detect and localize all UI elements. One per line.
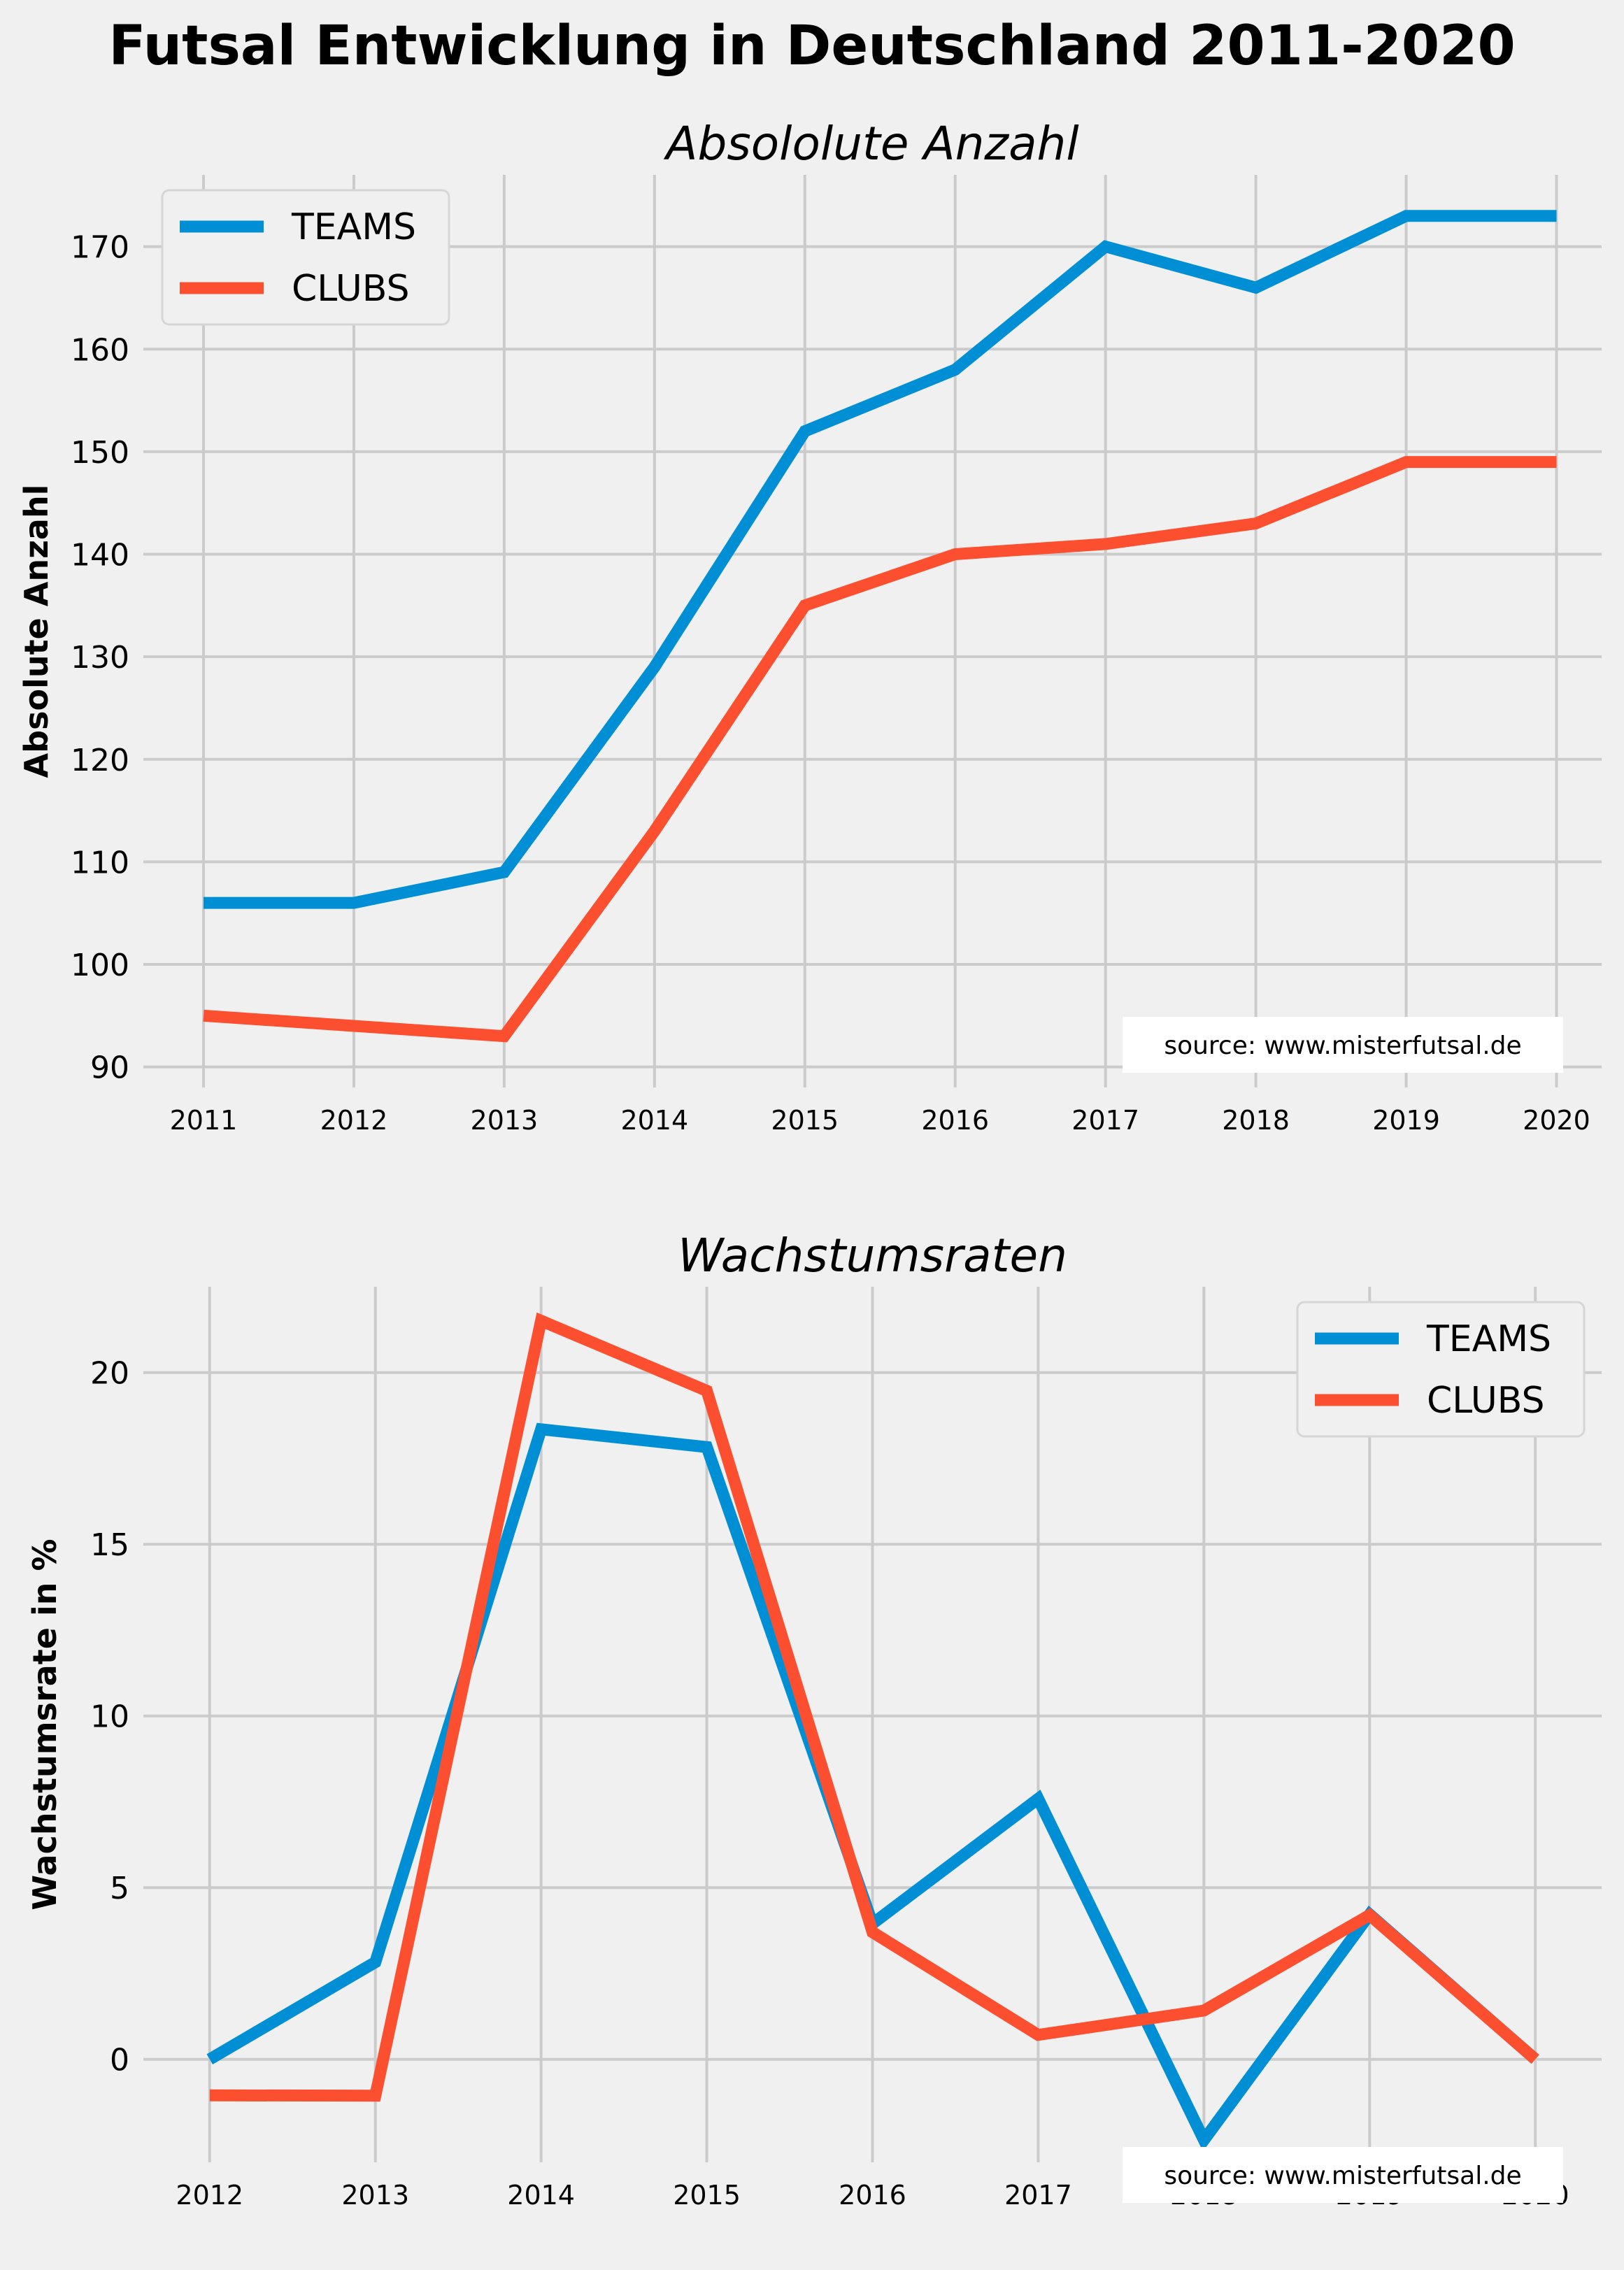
y-tick-label: 20: [90, 1356, 129, 1392]
figure-title: Futsal Entwicklung in Deutschland 2011-2…: [108, 15, 1515, 78]
y-tick-label: 90: [90, 1050, 129, 1086]
growth-rate-y-axis-label: Wachstumsrate in %: [26, 1539, 64, 1910]
x-tick-label: 2017: [1071, 1105, 1139, 1136]
source-note-box: [1123, 2147, 1563, 2203]
growth-rate-legend[interactable]: TEAMS CLUBS: [1296, 1301, 1586, 1438]
source-note-text: source: www.misterfutsal.de: [1164, 1032, 1521, 1060]
legend-label-clubs[interactable]: CLUBS: [292, 268, 410, 310]
legend-label-clubs[interactable]: CLUBS: [1427, 1380, 1545, 1422]
legend-label-teams[interactable]: TEAMS: [291, 206, 416, 248]
series-line-teams: [204, 210, 1557, 909]
x-tick-label: 2013: [471, 1105, 539, 1136]
absolute-count-y-axis-label: Absolute Anzahl: [17, 485, 55, 778]
x-tick-label: 2014: [507, 2180, 575, 2211]
y-tick-label: 100: [71, 948, 129, 983]
source-note-text: source: www.misterfutsal.de: [1164, 2162, 1521, 2190]
x-tick-label: 2015: [673, 2180, 741, 2211]
absolute-count-tick-labels: 2011 2012 2013 2014 2015 2016 2017 2018 2019 2020…: [71, 230, 1590, 1136]
x-tick-label: 2017: [1004, 2180, 1072, 2211]
y-tick-label: 120: [71, 743, 129, 778]
y-tick-label: 170: [71, 230, 129, 266]
x-tick-label: 2018: [1222, 1105, 1290, 1136]
x-tick-label: 2019: [1372, 1105, 1440, 1136]
growth-rate-title: Wachstumsraten: [678, 1229, 1067, 1283]
y-tick-label: 15: [90, 1527, 129, 1563]
x-tick-label: 2020: [1523, 1105, 1590, 1136]
x-tick-label: 2015: [771, 1105, 839, 1136]
absolute-count-series-lines: [203, 210, 1557, 1043]
x-tick-label: 2011: [170, 1105, 238, 1136]
x-tick-label: 2013: [341, 2180, 409, 2211]
y-tick-label: 10: [90, 1699, 129, 1735]
y-tick-label: 5: [110, 1871, 129, 1906]
x-tick-label: 2014: [620, 1105, 688, 1136]
y-tick-label: 150: [71, 435, 129, 471]
absolute-count-title: Absololute Anzahl: [663, 117, 1079, 171]
growth-rate-chart: 2012201320142015201620172018201920200510…: [26, 1229, 1602, 2211]
legend-label-teams[interactable]: TEAMS: [1426, 1318, 1551, 1360]
absolute-count-chart: 2011 2012 2013 2014 2015 2016 2017 2018 2019 2020…: [17, 117, 1602, 1136]
y-tick-label: 160: [71, 332, 129, 368]
source-note-box: [1123, 1017, 1563, 1073]
series-line-clubs: [203, 456, 1557, 1043]
y-tick-label: 130: [71, 640, 129, 676]
x-tick-label: 2012: [320, 1105, 388, 1136]
y-tick-label: 140: [71, 538, 129, 573]
y-tick-label: 0: [110, 2043, 129, 2078]
x-tick-label: 2016: [921, 1105, 989, 1136]
growth-rate-source-note: source: www.misterfutsal.de: [1123, 2147, 1563, 2203]
x-tick-label: 2012: [176, 2180, 243, 2211]
x-tick-label: 2016: [839, 2180, 906, 2211]
growth-rate-series-lines: [206, 1312, 1539, 2152]
absolute-count-source-note: source: www.misterfutsal.de: [1123, 1017, 1563, 1073]
absolute-count-legend[interactable]: TEAMS CLUBS: [161, 189, 450, 326]
y-tick-label: 110: [71, 845, 129, 880]
series-line-clubs: [209, 1312, 1539, 2102]
